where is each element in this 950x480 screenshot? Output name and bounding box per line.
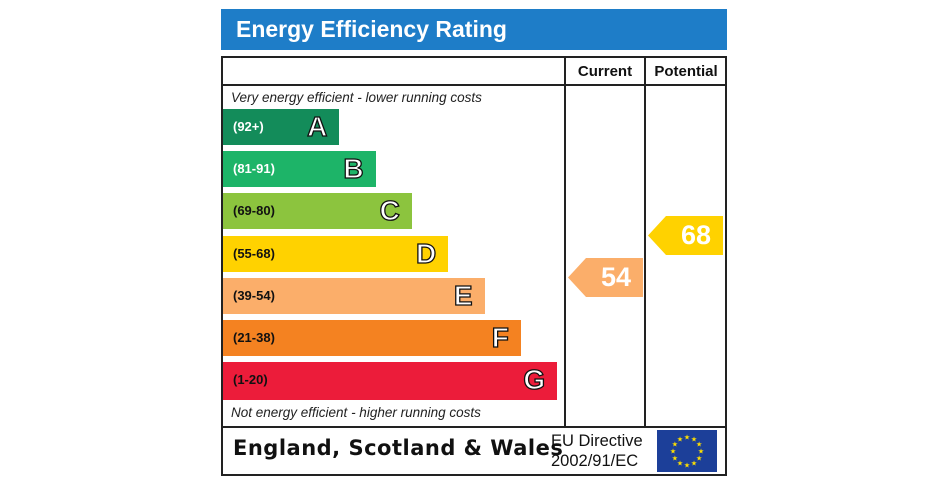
- star-icon: ★: [684, 434, 690, 442]
- band-letter: D: [415, 237, 437, 269]
- star-icon: ★: [672, 455, 678, 463]
- band-range: (92+): [233, 119, 264, 134]
- band-letter: B: [343, 152, 365, 184]
- band-range: (81-91): [233, 161, 275, 176]
- band-d: (55-68) D: [223, 236, 449, 272]
- directive-number: 2002/91/EC: [551, 452, 639, 470]
- country-label: England, Scotland & Wales: [233, 436, 564, 460]
- band-b: (81-91) B: [223, 151, 376, 187]
- star-icon: ★: [691, 435, 697, 443]
- chart-title: Energy Efficiency Rating: [221, 9, 727, 50]
- directive-label: EU Directive: [551, 432, 643, 450]
- star-icon: ★: [684, 462, 690, 470]
- band-c: (69-80) C: [223, 193, 412, 229]
- star-icon: ★: [672, 441, 678, 449]
- column-divider: [644, 56, 646, 428]
- potential-rating-arrow: 68: [648, 216, 723, 255]
- column-divider: [564, 56, 566, 428]
- band-letter: F: [491, 321, 509, 353]
- bottom-caption: Not energy efficient - higher running co…: [231, 405, 481, 420]
- header-divider: [221, 84, 727, 86]
- band-e: (39-54) E: [223, 278, 485, 314]
- band-letter: C: [379, 194, 401, 226]
- band-letter: G: [523, 363, 546, 395]
- band-range: (39-54): [233, 288, 275, 303]
- chart-frame: [221, 56, 727, 476]
- footer-divider: [221, 426, 727, 428]
- star-icon: ★: [696, 441, 702, 449]
- band-range: (1-20): [233, 372, 268, 387]
- band-range: (21-38): [233, 330, 275, 345]
- band-range: (55-68): [233, 246, 275, 261]
- band-letter: A: [306, 110, 328, 142]
- band-letter: E: [453, 279, 473, 311]
- current-rating-arrow: 54: [568, 258, 643, 297]
- band-f: (21-38) F: [223, 320, 521, 356]
- star-icon: ★: [670, 448, 676, 456]
- band-a: (92+) A: [223, 109, 340, 145]
- band-range: (69-80): [233, 203, 275, 218]
- star-icon: ★: [691, 460, 697, 468]
- band-g: (1-20) G: [223, 362, 558, 400]
- top-caption: Very energy efficient - lower running co…: [231, 90, 482, 105]
- star-icon: ★: [696, 455, 702, 463]
- current-rating-value: 54: [600, 262, 631, 292]
- potential-rating-value: 68: [680, 220, 711, 250]
- star-icon: ★: [677, 460, 683, 468]
- eu-flag-icon: ★ ★★★★★★★★★★★: [657, 430, 717, 472]
- star-icon: ★: [677, 435, 683, 443]
- star-icon: ★: [698, 448, 704, 456]
- column-header-potential: Potential: [654, 63, 718, 80]
- column-header-current: Current: [577, 63, 633, 80]
